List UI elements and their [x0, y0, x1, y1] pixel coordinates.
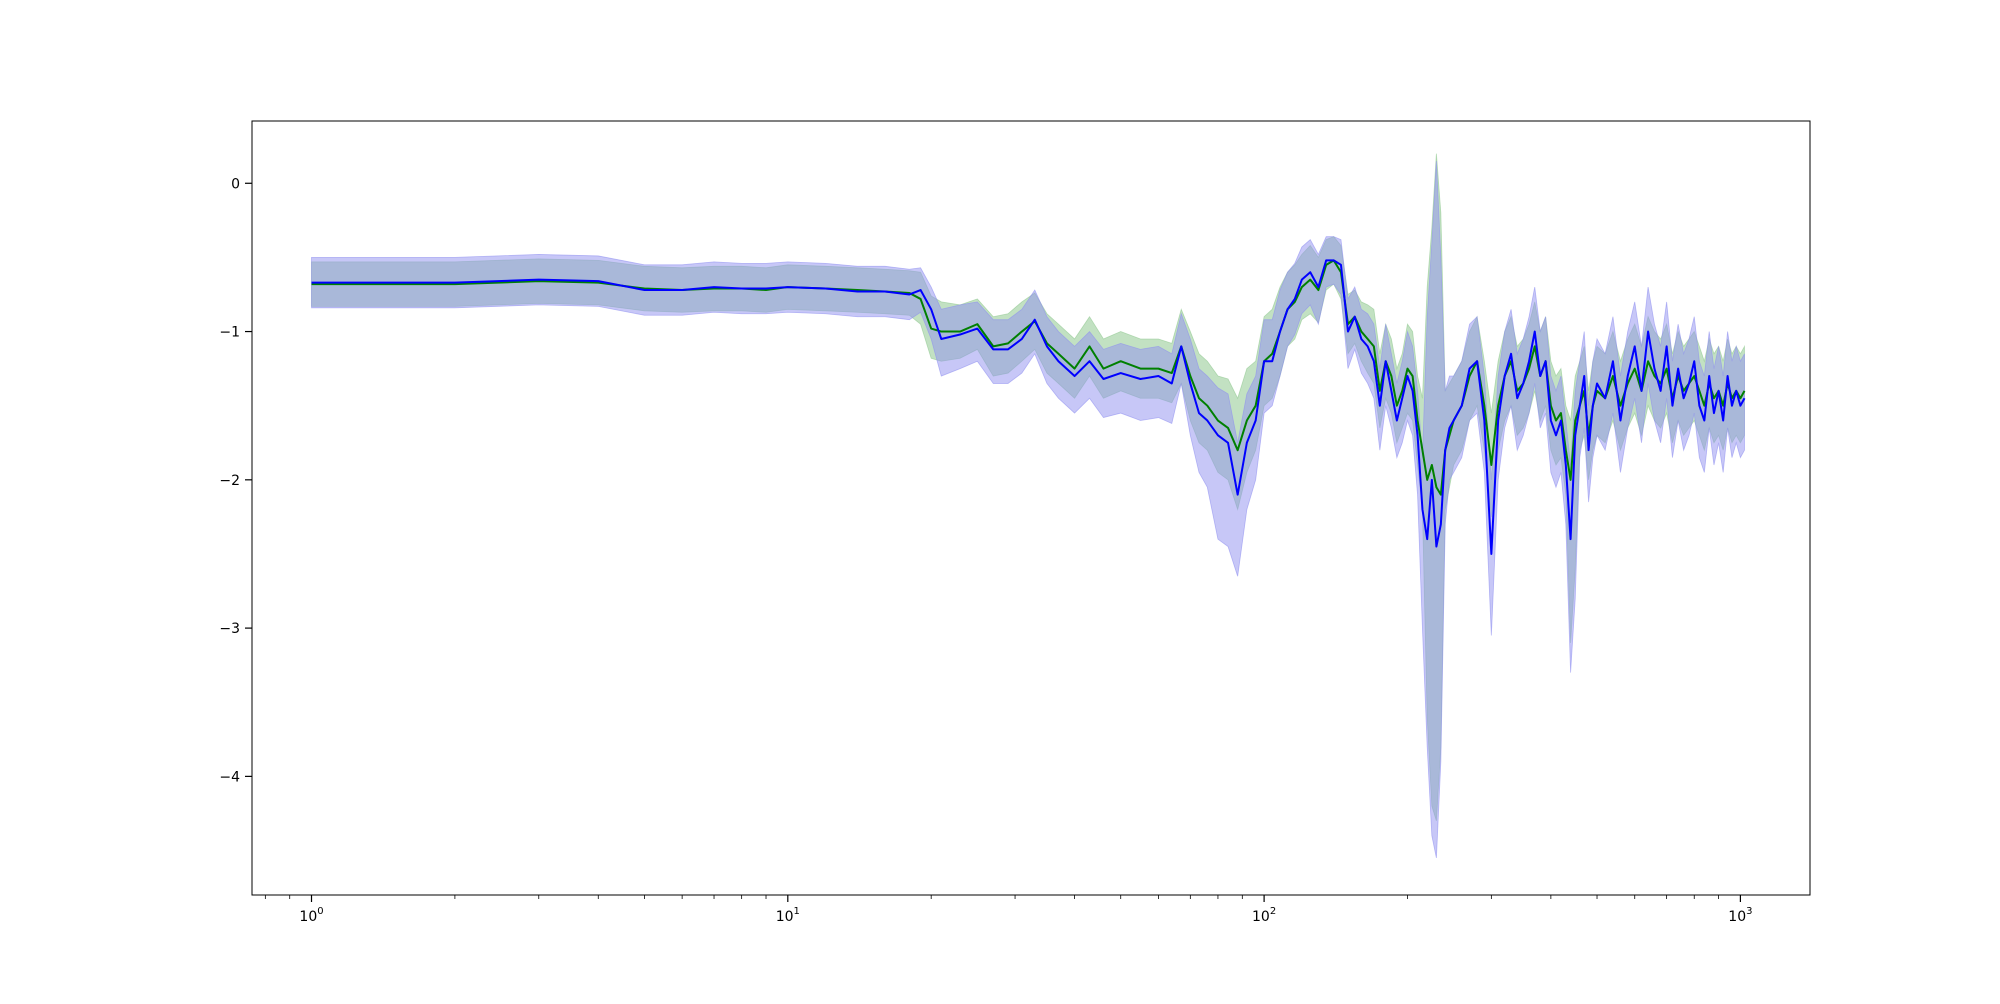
- series-2-line: [311, 259, 1746, 555]
- y-tick-label: −2: [219, 473, 240, 489]
- x-tick-label: 100: [299, 906, 323, 925]
- x-tick-label: 101: [776, 906, 800, 925]
- y-tick-label: 0: [231, 176, 240, 192]
- series-1-line: [311, 259, 1746, 496]
- y-tick-label: −4: [219, 769, 240, 785]
- axes-frame: [251, 120, 1811, 896]
- x-axis: 100 101 102 103: [264, 895, 1753, 925]
- series-2-band: [311, 161, 1745, 859]
- y-tick-label: −3: [219, 621, 240, 637]
- y-tick-label: −1: [219, 325, 240, 341]
- y-axis: 0 −1 −2 −3 −4: [219, 176, 252, 785]
- plot-area: [311, 153, 1746, 859]
- x-tick-label: 103: [1728, 906, 1752, 925]
- x-tick-label: 102: [1252, 906, 1276, 925]
